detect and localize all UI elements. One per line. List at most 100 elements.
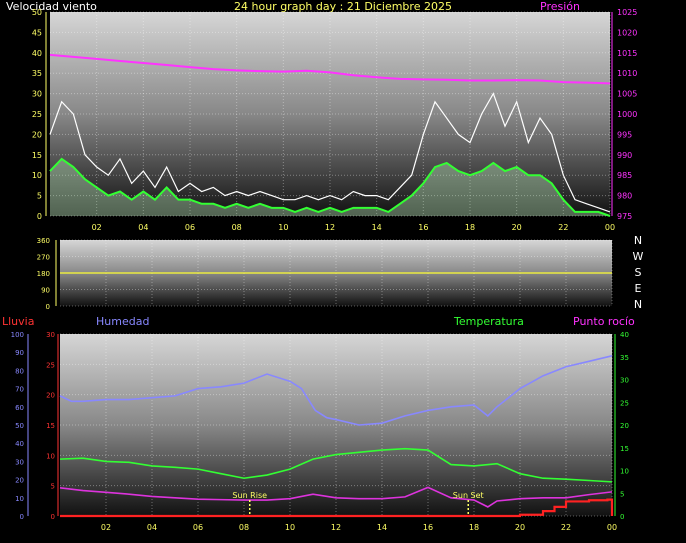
pressure-y-tick: 995 (617, 130, 632, 139)
temperature-y-tick: 25 (620, 399, 629, 407)
temperature-label: Temperatura (453, 315, 524, 328)
sun-marker-label: Sun Set (453, 491, 484, 500)
pressure-y-tick: 975 (617, 212, 632, 221)
pressure-y-tick: 1015 (617, 49, 637, 58)
pressure-y-tick: 1020 (617, 28, 637, 37)
compass-n: N (634, 234, 642, 247)
hum-temp-x-tick: 16 (423, 523, 433, 532)
rain-line (60, 498, 614, 518)
humidity-y-tick: 40 (15, 440, 24, 448)
gust-line (49, 92, 611, 213)
hum-temp-x-tick: 20 (515, 523, 525, 532)
humidity-y-tick: 20 (15, 477, 24, 485)
humidity-y-tick: 80 (15, 367, 24, 375)
rain-y-tick: 20 (46, 392, 55, 400)
pressure-y-tick: 990 (617, 151, 632, 160)
pressure-line (49, 53, 611, 85)
temperature-y-tick: 15 (620, 445, 629, 453)
pressure-y-tick: 1010 (617, 69, 637, 78)
humidity-y-tick: 70 (15, 386, 24, 394)
rain-axis: 0 5 10 15 20 25 30 (46, 331, 59, 521)
sun-marker-label: Sun Rise (232, 491, 267, 500)
compass-w: W (633, 250, 644, 263)
hum-temp-x-tick: 08 (239, 523, 249, 532)
rain-y-tick: 5 (51, 483, 55, 491)
hum-temp-panel: 0 5 10 15 20 25 30 0 10 20 30 40 50 60 70 80 90 100 0 5 10… (11, 331, 629, 532)
wind-speed-label: Velocidad viento (6, 0, 97, 13)
direction-y-tick: 180 (37, 270, 50, 278)
wind-y-tick: 10 (32, 171, 42, 180)
wind-x-tick: 14 (372, 223, 382, 232)
direction-y-tick: 90 (41, 287, 50, 295)
temperature-line (59, 447, 613, 483)
humidity-y-tick: 10 (15, 495, 24, 503)
direction-y-tick: 360 (37, 237, 50, 245)
hum-temp-x-tick: 12 (331, 523, 341, 532)
hum-temp-x-tick: 22 (561, 523, 571, 532)
temperature-y-tick: 40 (620, 331, 629, 339)
temperature-y-tick: 10 (620, 468, 629, 476)
humidity-label: Humedad (96, 315, 149, 328)
humidity-axis: 0 10 20 30 40 50 60 70 80 90 100 (11, 331, 29, 521)
wind-x-tick: 12 (325, 223, 335, 232)
hum-temp-x-tick: 14 (377, 523, 387, 532)
hum-temp-panel-background (60, 334, 612, 516)
hum-temp-x-axis: 02 04 06 08 10 12 14 16 18 20 22 00 (101, 523, 617, 532)
wind-x-tick: 02 (92, 223, 102, 232)
wind-left-axis: 0 5 10 15 20 25 30 35 40 45 50 (32, 8, 47, 221)
pressure-y-tick: 980 (617, 192, 632, 201)
wind-x-tick: 04 (138, 223, 148, 232)
rain-y-tick: 15 (46, 422, 55, 430)
sun-markers: Sun Rise Sun Set (232, 491, 484, 516)
rain-y-tick: 25 (46, 361, 55, 369)
wind-y-tick: 40 (32, 49, 42, 58)
chart-title: 24 hour graph day : 21 Diciembre 2025 (234, 0, 452, 13)
hum-temp-series (59, 355, 614, 518)
wind-panel-background (50, 12, 610, 216)
wind-avg-line (49, 157, 611, 217)
hum-temp-x-tick: 02 (101, 523, 111, 532)
wind-avg-area (50, 158, 610, 216)
wind-y-tick: 30 (32, 90, 42, 99)
pressure-y-tick: 1005 (617, 90, 637, 99)
wind-x-tick: 22 (558, 223, 568, 232)
humidity-y-tick: 60 (15, 404, 24, 412)
hum-temp-x-tick: 00 (607, 523, 617, 532)
wind-x-tick: 00 (605, 223, 615, 232)
wind-x-tick: 10 (278, 223, 288, 232)
wind-x-tick: 18 (465, 223, 475, 232)
wind-y-tick: 15 (32, 151, 42, 160)
wind-y-tick: 25 (32, 110, 42, 119)
wind-y-tick: 20 (32, 130, 42, 139)
direction-y-tick: 270 (37, 254, 50, 262)
humidity-y-tick: 0 (20, 513, 24, 521)
wind-y-tick: 50 (32, 8, 42, 17)
temperature-y-tick: 5 (620, 490, 624, 498)
temperature-y-tick: 35 (620, 354, 629, 362)
pressure-y-tick: 985 (617, 171, 632, 180)
hum-temp-x-tick: 06 (193, 523, 203, 532)
direction-left-axis: 0 90 180 270 360 (37, 237, 57, 311)
wind-series (49, 53, 611, 217)
hum-temp-x-tick: 04 (147, 523, 157, 532)
wind-x-tick: 08 (232, 223, 242, 232)
hum-temp-grid (60, 333, 613, 517)
compass-n: N (634, 298, 642, 311)
hum-temp-x-tick: 10 (285, 523, 295, 532)
humidity-y-tick: 100 (11, 331, 24, 339)
wind-x-tick: 20 (512, 223, 522, 232)
humidity-y-tick: 30 (15, 458, 24, 466)
compass-e: E (635, 282, 642, 295)
temperature-y-tick: 30 (620, 377, 629, 385)
wind-y-tick: 5 (37, 192, 42, 201)
compass-s: S (635, 266, 642, 279)
rain-y-tick: 0 (51, 513, 55, 521)
temperature-y-tick: 0 (620, 513, 624, 521)
wind-grid (50, 11, 611, 217)
pressure-label: Presión (540, 0, 580, 13)
wind-x-tick: 16 (418, 223, 428, 232)
